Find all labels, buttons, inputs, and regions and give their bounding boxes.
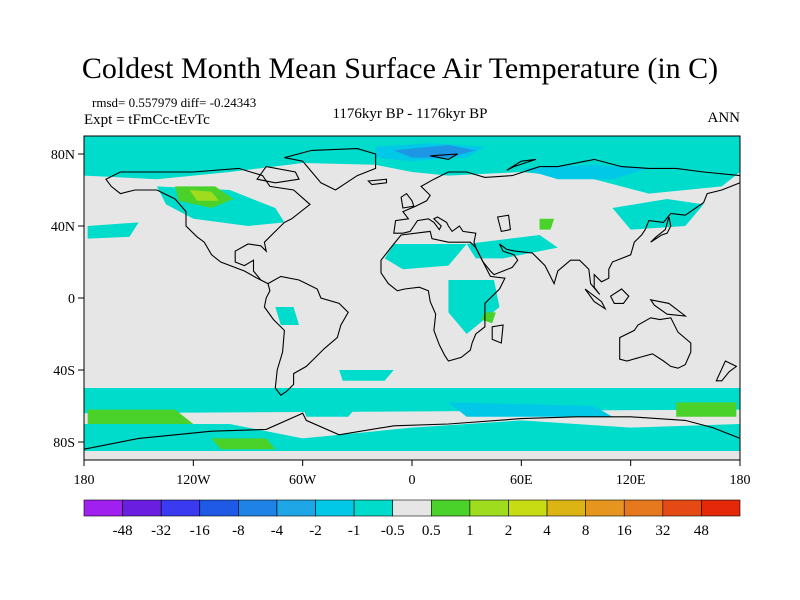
colorbar-label-12: 8 — [582, 523, 590, 539]
anomaly-patch-11 — [539, 218, 555, 230]
colorbar: -48 -32 -16 -8 -4 -2 -1 -0.5 0.5 1 2 4 8 16 32 48 — [83, 499, 741, 539]
colorbar-box-0 — [83, 499, 123, 517]
x-tick-label-6: 180 — [730, 473, 751, 488]
x-tick-label-3: 0 — [409, 473, 416, 488]
colorbar-box-7 — [353, 499, 394, 517]
coastline-madagascar — [491, 324, 504, 344]
anomaly-patch-8 — [612, 199, 704, 230]
colorbar-label-10: 2 — [505, 523, 513, 539]
coastline-new-zealand — [715, 360, 738, 382]
season-label: ANN — [707, 110, 741, 126]
coastline-iceland — [367, 178, 388, 186]
coastline-borneo — [609, 288, 630, 304]
anomaly-patch-18 — [211, 438, 276, 450]
colorbar-box-15 — [662, 499, 702, 517]
coastline-australia — [619, 317, 692, 369]
coastline-caspian — [496, 214, 512, 233]
anomaly-patch-13 — [275, 307, 300, 325]
anomaly-patch-14 — [84, 388, 740, 414]
coastline-new-guinea — [649, 298, 688, 317]
colorbar-box-5 — [276, 499, 316, 517]
anomaly-patch-0 — [84, 136, 740, 194]
colorbar-box-14 — [623, 499, 664, 517]
colorbar-label-11: 4 — [543, 523, 551, 539]
coastline-svalbard — [430, 153, 458, 160]
anomaly-patch-17 — [676, 402, 737, 417]
colorbar-box-9 — [430, 499, 471, 517]
colorbar-box-12 — [546, 499, 586, 517]
colorbar-label-3: -8 — [232, 523, 245, 539]
chart-title: Coldest Month Mean Surface Air Temperatu… — [81, 52, 719, 85]
axis-ticks: 180 120W 60W 0 60E 120E 180 80N 40N 0 40S 80S — [51, 148, 751, 488]
coastline-japan — [650, 216, 672, 243]
anomaly-patch-7 — [87, 222, 139, 239]
coastline-novaya-zemlya — [506, 158, 537, 171]
colorbar-label-14: 32 — [655, 523, 670, 539]
anomaly-patches — [84, 136, 740, 451]
stats-text: rmsd= 0.557979 diff= -0.24343 — [92, 95, 257, 110]
coastline-north-america — [105, 167, 311, 285]
anomaly-patch-19 — [448, 402, 613, 417]
coastline-eurasia — [393, 158, 740, 295]
coastline-great-britain — [400, 192, 415, 209]
colorbar-label-9: 1 — [466, 523, 474, 539]
colorbar-label-7: -0.5 — [381, 523, 405, 539]
colorbar-box-8 — [392, 499, 432, 517]
colorbar-box-1 — [122, 499, 162, 517]
colorbar-label-8: 0.5 — [422, 523, 441, 539]
period-label: 1176kyr BP - 1176kyr BP — [332, 106, 488, 122]
anomaly-patch-6 — [189, 190, 219, 201]
colorbar-label-2: -16 — [190, 523, 210, 539]
colorbar-box-6 — [315, 499, 355, 517]
colorbar-label-15: 48 — [694, 523, 709, 539]
anomaly-patch-21 — [339, 370, 394, 381]
y-tick-label-3: 40S — [53, 364, 75, 379]
colorbar-label-1: -32 — [151, 523, 171, 539]
colorbar-box-2 — [160, 499, 201, 517]
anomaly-patch-22 — [302, 406, 358, 417]
x-tick-label-2: 60W — [289, 473, 317, 488]
coastline-antarctica — [84, 412, 740, 450]
coastline-africa — [380, 230, 506, 362]
anomaly-patch-16 — [87, 409, 194, 424]
anomaly-patch-3 — [521, 164, 649, 180]
x-tick-label-0: 180 — [74, 473, 95, 488]
y-tick-label-0: 80N — [51, 148, 75, 163]
x-tick-label-1: 120W — [176, 473, 211, 488]
colorbar-box-3 — [199, 499, 239, 517]
colorbar-label-13: 16 — [617, 523, 633, 539]
colorbar-box-4 — [238, 499, 278, 517]
colorbar-label-0: -48 — [113, 523, 133, 539]
x-tick-label-5: 120E — [616, 473, 646, 488]
x-tick-label-4: 60E — [510, 473, 533, 488]
y-tick-label-1: 40N — [51, 220, 75, 235]
colorbar-label-4: -4 — [271, 523, 284, 539]
coastline-south-america — [263, 275, 349, 396]
colorbar-box-16 — [701, 499, 741, 517]
coastline-baffin — [256, 165, 300, 184]
anomaly-patch-12 — [448, 280, 500, 334]
coastlines — [84, 148, 740, 450]
colorbar-label-5: -2 — [309, 523, 322, 539]
anomaly-patch-9 — [384, 244, 467, 270]
experiment-label: Expt = tFmCc-tEvTc — [84, 112, 210, 128]
colorbar-box-10 — [469, 499, 509, 517]
colorbar-label-6: -1 — [348, 523, 361, 539]
y-tick-label-2: 0 — [68, 292, 75, 307]
coastline-greenland — [284, 148, 377, 191]
colorbar-box-13 — [585, 499, 625, 517]
anomaly-patch-10 — [466, 235, 558, 259]
colorbar-box-11 — [508, 499, 548, 517]
y-tick-label-4: 80S — [53, 436, 75, 451]
coastline-sumatra — [584, 288, 607, 311]
